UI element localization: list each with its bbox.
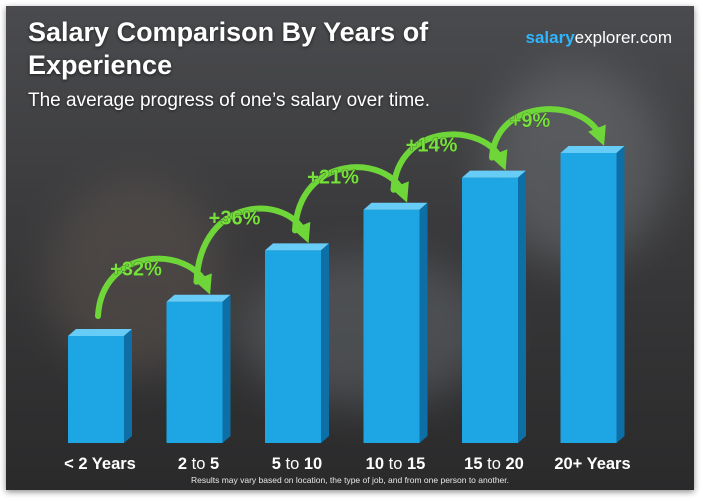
category-label: 2 to 5 bbox=[178, 455, 219, 473]
bar-top bbox=[363, 202, 428, 210]
bar-front bbox=[363, 209, 420, 443]
bar-front bbox=[68, 335, 124, 443]
bar-top bbox=[265, 243, 329, 251]
chart-card: Salary Comparison By Years of Experience… bbox=[6, 6, 694, 490]
bar-front bbox=[560, 153, 617, 443]
footnote: Results may vary based on location, the … bbox=[191, 475, 509, 485]
category-label: 10 to 15 bbox=[366, 455, 426, 473]
bar-front bbox=[462, 177, 518, 443]
increase-label: +36% bbox=[209, 207, 261, 229]
category-label: 20+ Years bbox=[554, 455, 630, 473]
brand-link[interactable]: salaryexplorer.com bbox=[526, 28, 673, 48]
brand-name-bold: salary bbox=[525, 28, 575, 47]
bar bbox=[68, 328, 132, 443]
bar-top bbox=[166, 294, 231, 302]
chart-title: Salary Comparison By Years of Experience bbox=[28, 17, 429, 80]
category-label: < 2 Years bbox=[64, 455, 136, 473]
increase-label: +21% bbox=[307, 167, 359, 189]
bar-top bbox=[462, 170, 526, 178]
bar-side bbox=[518, 170, 526, 443]
bar-top bbox=[560, 146, 625, 153]
bar bbox=[462, 170, 526, 443]
category-label: 5 to 10 bbox=[272, 455, 322, 473]
bar-front bbox=[265, 250, 321, 443]
increase-label: +32% bbox=[110, 259, 162, 281]
bar-side bbox=[419, 202, 428, 443]
category-label: 15 to 20 bbox=[464, 455, 524, 473]
chart-subtitle: The average progress of one’s salary ove… bbox=[28, 90, 431, 111]
bar-side bbox=[616, 146, 625, 443]
bar bbox=[363, 202, 428, 443]
bar-front bbox=[166, 301, 223, 443]
bar-top bbox=[68, 328, 132, 336]
bar-chart: < 2 Years 2 to 5 5 to 10 10 to 15 15 to 20 20… bbox=[64, 106, 631, 473]
bar-side bbox=[222, 294, 231, 443]
brand-name-rest: explorer.com bbox=[574, 28, 672, 47]
bar-side bbox=[321, 243, 329, 443]
bar bbox=[265, 243, 329, 443]
bar bbox=[166, 294, 231, 443]
bar bbox=[560, 146, 625, 443]
bar-side bbox=[124, 328, 132, 443]
increase-label: +14% bbox=[406, 135, 458, 157]
increase-label: +9% bbox=[510, 110, 551, 132]
growth-arrow bbox=[489, 106, 606, 161]
